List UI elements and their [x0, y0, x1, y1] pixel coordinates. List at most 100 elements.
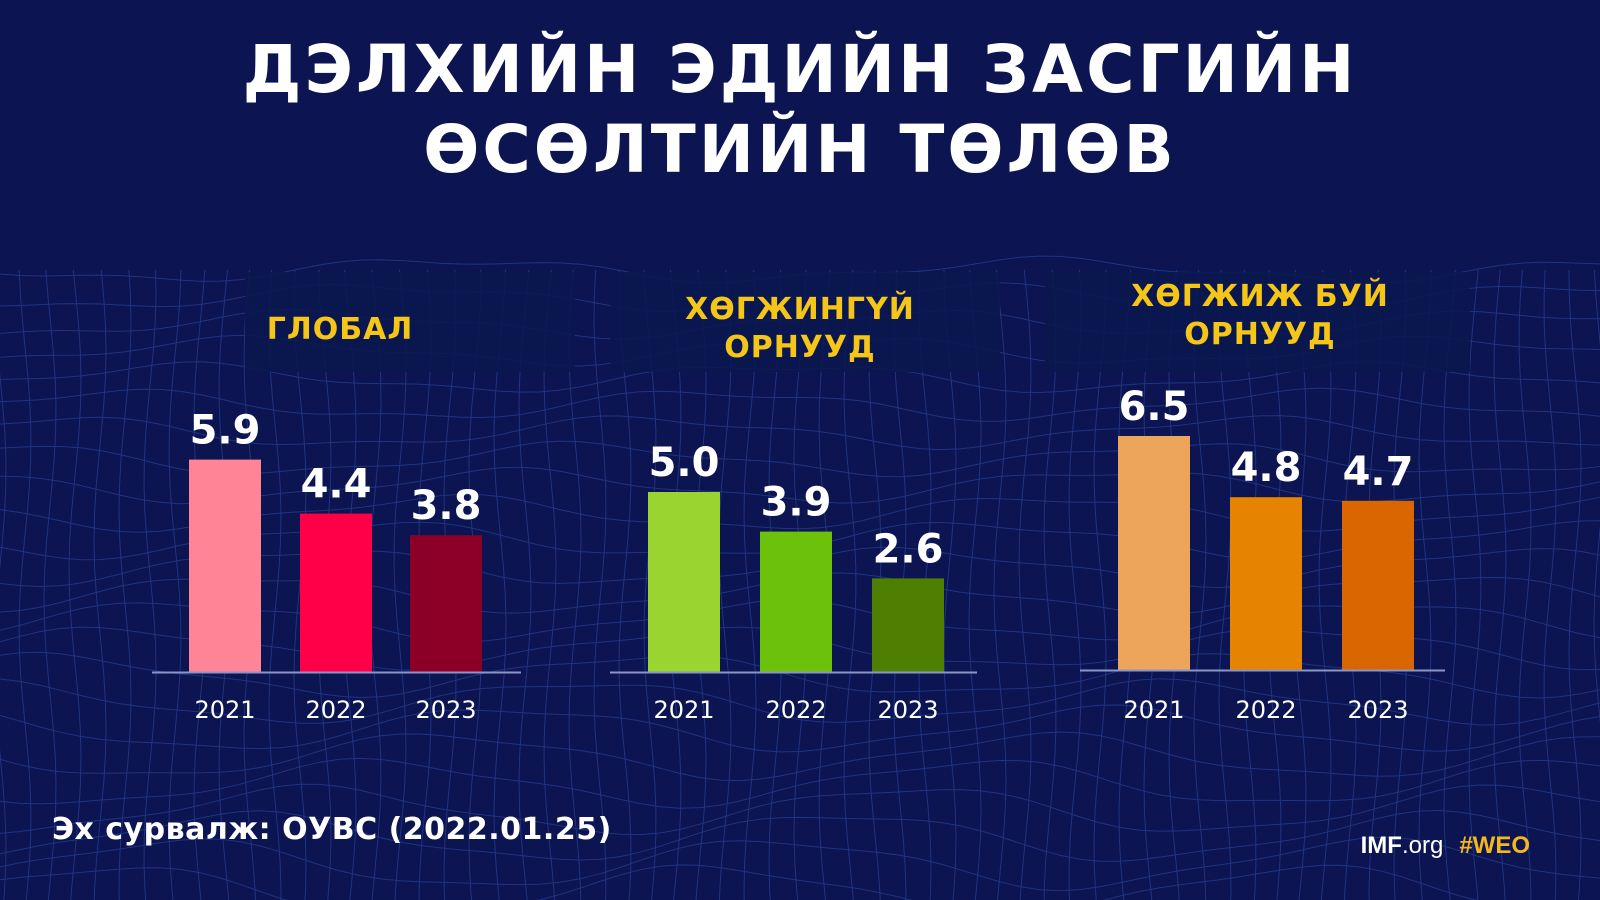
tick-label-global-2022: 2022 — [305, 696, 366, 724]
wireframe-column — [268, 269, 282, 900]
wireframe-column — [293, 269, 307, 900]
wireframe-column — [943, 269, 957, 900]
wireframe-column — [1593, 269, 1600, 725]
bar-advanced-2021 — [648, 492, 720, 672]
tick-label-advanced-2022: 2022 — [765, 696, 826, 724]
wireframe-row — [0, 493, 1600, 533]
tick-label-global-2021: 2021 — [194, 696, 255, 724]
wireframe-row — [0, 387, 1600, 422]
data-label-global-2021: 5.9 — [190, 408, 261, 454]
tick-label-emerging-2021: 2021 — [1123, 696, 1184, 724]
bar-advanced-2023 — [872, 578, 944, 672]
wireframe-column — [968, 269, 982, 900]
group-label-advanced: ХӨГЖИНГҮЙ ОРНУУД — [620, 291, 980, 367]
bar-global-2022 — [300, 513, 372, 672]
data-label-emerging-2023: 4.7 — [1343, 449, 1414, 495]
wireframe-column — [1018, 269, 1032, 900]
wireframe-column — [568, 269, 582, 900]
label-panel-right — [1045, 272, 1470, 372]
tick-label-emerging-2023: 2023 — [1347, 696, 1408, 724]
wireframe-row — [0, 757, 1600, 809]
footer-branding: IMF.org #WEO — [1361, 832, 1530, 860]
wireframe-column — [1568, 269, 1582, 900]
tick-label-emerging-2022: 2022 — [1235, 696, 1296, 724]
wireframe-column — [993, 269, 1007, 900]
wireframe-column — [1518, 269, 1532, 900]
bar-advanced-2022 — [760, 531, 832, 672]
wireframe-row — [0, 466, 1600, 505]
bar-global-2021 — [189, 459, 261, 672]
source-note: Эх сурвалж: ОУВС (2022.01.25) — [52, 812, 612, 847]
wireframe-column — [168, 269, 182, 900]
bar-emerging-2023 — [1342, 500, 1414, 670]
weo-hashtag[interactable]: #WEO — [1459, 832, 1530, 859]
wireframe-row — [0, 731, 1600, 782]
wireframe-column — [93, 269, 107, 900]
data-label-advanced-2021: 5.0 — [649, 440, 720, 486]
tick-label-advanced-2023: 2023 — [877, 696, 938, 724]
wireframe-column — [618, 269, 632, 900]
group-label-emerging: ХӨГЖИЖ БУЙ ОРНУУД — [1080, 278, 1440, 354]
data-label-emerging-2021: 6.5 — [1119, 384, 1190, 430]
wireframe-column — [18, 269, 32, 900]
title-line-1: ДЭЛХИЙН ЭДИЙН ЗАСГИЙН — [242, 31, 1358, 108]
wireframe-row — [0, 651, 1600, 699]
data-label-advanced-2023: 2.6 — [873, 526, 944, 572]
wireframe-column — [543, 269, 557, 900]
bar-global-2023 — [410, 535, 482, 672]
wireframe-column — [843, 269, 857, 900]
chart-global: 5.9 2021 4.4 2022 3.8 2023 — [152, 408, 521, 724]
wireframe-column — [1318, 269, 1332, 900]
wireframe-column — [1043, 269, 1057, 900]
wireframe-column — [643, 269, 657, 900]
wireframe-column — [1193, 269, 1207, 900]
wireframe-column — [718, 269, 732, 900]
group-label-advanced-line1: ХӨГЖИНГҮЙ — [685, 292, 915, 327]
group-label-emerging-line1: ХӨГЖИЖ БУЙ — [1131, 279, 1389, 314]
wireframe-row — [0, 809, 1600, 862]
group-label-global-line1: ГЛОБАЛ — [266, 312, 414, 347]
label-panel-left — [245, 272, 575, 372]
imf-link[interactable]: IMF.org — [1361, 832, 1444, 859]
wireframe-column — [68, 269, 82, 900]
data-label-advanced-2022: 3.9 — [761, 480, 832, 526]
wireframe-column — [43, 269, 57, 900]
chart-advanced: 5.0 2021 3.9 2022 2.6 2023 — [610, 440, 977, 724]
wireframe-column — [1418, 269, 1432, 900]
bar-emerging-2022 — [1230, 497, 1302, 670]
label-panel-middle — [610, 272, 1000, 372]
wireframe-row — [0, 704, 1600, 753]
wireframe-column — [118, 269, 132, 900]
data-label-global-2023: 3.8 — [411, 483, 482, 529]
tick-label-global-2023: 2023 — [415, 696, 476, 724]
wireframe-column — [743, 269, 757, 900]
data-label-emerging-2022: 4.8 — [1231, 445, 1302, 491]
wireframe-column — [1468, 269, 1482, 900]
wireframe-column — [1543, 269, 1557, 900]
wireframe-column — [143, 269, 157, 900]
group-label-emerging-line2: ОРНУУД — [1184, 317, 1336, 352]
wireframe-column — [518, 269, 532, 900]
group-label-global: ГЛОБАЛ — [220, 311, 460, 349]
wireframe-column — [1068, 269, 1082, 900]
wireframe-column — [1218, 269, 1232, 900]
chart-emerging: 6.5 2021 4.8 2022 4.7 2023 — [1080, 384, 1445, 724]
wireframe-column — [393, 269, 407, 900]
wireframe-column — [1443, 269, 1457, 900]
wireframe-row — [0, 864, 1478, 900]
wireframe-column — [1493, 269, 1507, 900]
tick-label-advanced-2021: 2021 — [653, 696, 714, 724]
wireframe-column — [593, 269, 607, 900]
wireframe-row — [0, 678, 1600, 726]
wireframe-row — [0, 415, 1600, 451]
data-label-global-2022: 4.4 — [301, 462, 372, 508]
page-title: ДЭЛХИЙН ЭДИЙН ЗАСГИЙН ӨСӨЛТИЙН ТӨЛӨВ — [0, 30, 1600, 190]
wireframe-column — [0, 371, 7, 900]
wireframe-column — [1093, 269, 1107, 900]
imf-domain: .org — [1401, 832, 1444, 859]
wireframe-column — [493, 269, 507, 900]
wireframe-row — [0, 836, 1600, 892]
group-label-advanced-line2: ОРНУУД — [724, 330, 876, 365]
wireframe-row — [0, 440, 1600, 478]
